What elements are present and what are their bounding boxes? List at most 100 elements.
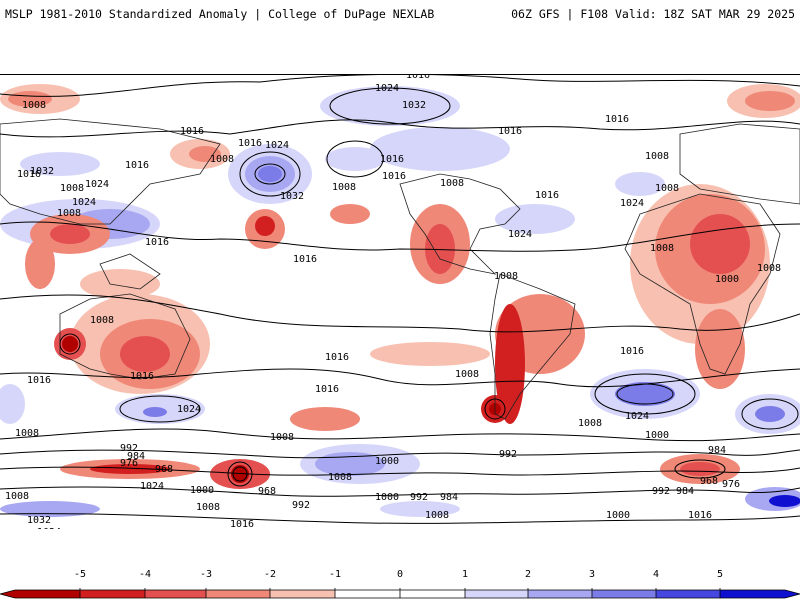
anomaly-area (80, 269, 160, 299)
colorbar-swatch (720, 590, 800, 598)
contour-label: 1008 (57, 208, 81, 219)
colorbar-tick: 0 (397, 569, 403, 580)
isobar-ring (227, 461, 253, 487)
contour-label: 1016 (382, 171, 406, 182)
isobar-line (0, 486, 800, 497)
colorbar-swatch (528, 590, 592, 598)
contour-label: 1008 (757, 263, 781, 274)
isobar-ring (594, 373, 696, 415)
contour-label: 984 (127, 451, 145, 462)
contour-label: 1008 (655, 183, 679, 194)
contour-label: 1008 (645, 151, 669, 162)
colorbar-swatch (206, 590, 270, 598)
isobar-ring (484, 398, 506, 420)
africa-outline (624, 193, 781, 375)
contour-label: 1016 (498, 126, 522, 137)
anomaly-area (25, 239, 55, 289)
contour-label: 1016 (380, 154, 404, 165)
australia-outline (59, 293, 191, 380)
contour-label: 1024 (508, 229, 532, 240)
colorbar: -5 -4 -3 -2 -1 0 1 2 3 4 5 (0, 569, 800, 599)
contour-label: 1000 (606, 510, 630, 521)
contour-label: 1008 (578, 418, 602, 429)
north-america-outline (399, 173, 521, 275)
anomaly-area (495, 204, 575, 234)
contour-label: 968 (258, 486, 276, 497)
anomaly-area (0, 384, 25, 424)
contour-label: 1008 (90, 315, 114, 326)
isobar-line (0, 428, 800, 442)
anomaly-area (690, 214, 750, 274)
contour-label: 992 (499, 449, 517, 460)
contour-label: 1024 (140, 481, 164, 492)
colorbar-swatch (656, 590, 720, 598)
isobar-line (0, 221, 800, 252)
contour-label: 1016 (27, 375, 51, 386)
anomaly-area (745, 91, 795, 111)
anomaly-area (325, 147, 385, 171)
contour-label: 1008 (440, 178, 464, 189)
isobar-ring (326, 140, 384, 178)
contour-label: 1016 (605, 114, 629, 125)
colorbar-tick-marks (79, 588, 721, 598)
isobar-line (0, 513, 800, 524)
isobar-ring (741, 398, 799, 430)
contour-label: 1000 (375, 492, 399, 503)
anomaly-area (189, 146, 221, 162)
anomaly-area (8, 91, 52, 107)
contour-label: 1024 (620, 198, 644, 209)
colorbar-tick: -3 (200, 569, 212, 580)
isobar-line (0, 466, 800, 476)
isobar-ring (674, 459, 726, 479)
anomaly-area (258, 166, 282, 182)
isobar-ring (329, 87, 451, 125)
isobar-ring (616, 383, 674, 405)
colorbar-swatch (270, 590, 335, 598)
contour-label: 1024 (375, 83, 399, 94)
colorbar-tick: -5 (74, 569, 86, 580)
colorbar-swatch (145, 590, 206, 598)
contour-label: 1032 (280, 191, 304, 202)
model-valid-time: 06Z GFS | F108 Valid: 18Z SAT MAR 29 202… (511, 7, 795, 21)
contour-label: 1008 (328, 472, 352, 483)
anomaly-area (495, 304, 525, 424)
colorbar-tick: 3 (589, 569, 595, 580)
contour-label: 992 (292, 500, 310, 511)
contour-label: 992 (120, 443, 138, 454)
product-title: MSLP 1981-2010 Standardized Anomaly | Co… (5, 7, 435, 21)
anomaly-area (315, 452, 385, 476)
contour-label: 1008 (650, 243, 674, 254)
colorbar-ticks: -5 -4 -3 -2 -1 0 1 2 3 4 5 (74, 569, 723, 580)
contour-label: 992 (652, 486, 670, 497)
anomaly-area (0, 501, 100, 517)
colorbar-tick: 5 (717, 569, 723, 580)
contour-label: 1008 (60, 183, 84, 194)
contour-label: 968 (700, 476, 718, 487)
contour-label: 1016 (406, 74, 430, 81)
isobar-ring (59, 333, 81, 355)
contour-label: 1016 (325, 352, 349, 363)
contour-label: 968 (155, 464, 173, 475)
contour-label: 976 (722, 479, 740, 490)
contour-label: 1008 (15, 428, 39, 439)
contour-label: 1016 (145, 237, 169, 248)
contour-label: 1016 (293, 254, 317, 265)
contour-label: 1016 (230, 519, 254, 529)
anomaly-area (320, 86, 460, 126)
contour-label: 1016 (535, 190, 559, 201)
anomaly-area (380, 501, 460, 517)
isobar-ring (232, 466, 248, 482)
contour-label: 1032 (402, 100, 426, 111)
anomaly-map: 1016 1008 1024 1032 1016 1016 1024 1016 … (0, 74, 800, 529)
contour-label: 1016 (620, 346, 644, 357)
contour-label: 1016 (130, 371, 154, 382)
colorbar-tick: 2 (525, 569, 531, 580)
colorbar-swatch (592, 590, 656, 598)
contour-label: 1024 (72, 197, 96, 208)
anomaly-area (680, 462, 720, 476)
south-america-outline (489, 273, 576, 420)
contour-label: 1000 (190, 485, 214, 496)
contour-label: 1000 (715, 274, 739, 285)
isobar-ring (254, 163, 286, 185)
isobar-ring (239, 151, 301, 197)
